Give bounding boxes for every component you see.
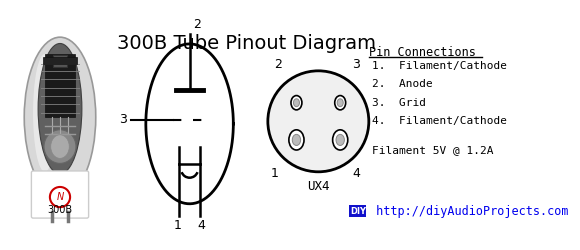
Bar: [43, 57, 77, 64]
Text: http://diyAudioProjects.com: http://diyAudioProjects.com: [369, 205, 568, 218]
Bar: [53, 55, 67, 67]
Ellipse shape: [337, 99, 343, 107]
Text: 3: 3: [352, 58, 360, 70]
Ellipse shape: [38, 44, 82, 174]
Text: 4: 4: [352, 167, 360, 180]
Ellipse shape: [289, 130, 304, 150]
FancyBboxPatch shape: [350, 206, 367, 217]
Text: Pin Connections: Pin Connections: [369, 46, 476, 59]
Text: Filament 5V @ 1.2A: Filament 5V @ 1.2A: [372, 145, 494, 155]
Ellipse shape: [291, 96, 302, 110]
Ellipse shape: [50, 135, 69, 158]
Text: 1: 1: [174, 219, 182, 232]
Ellipse shape: [292, 134, 300, 145]
Text: 300B Tube Pinout Diagram: 300B Tube Pinout Diagram: [117, 34, 376, 53]
Circle shape: [268, 71, 369, 172]
Ellipse shape: [293, 99, 299, 107]
Ellipse shape: [336, 134, 345, 145]
Bar: [45, 54, 75, 117]
Text: 1: 1: [271, 167, 278, 180]
Ellipse shape: [44, 130, 76, 164]
Ellipse shape: [24, 37, 96, 197]
Text: 1.  Filament/Cathode: 1. Filament/Cathode: [372, 61, 507, 71]
Text: 2: 2: [274, 58, 282, 70]
Text: 3: 3: [119, 113, 128, 126]
Text: 2: 2: [193, 18, 201, 31]
FancyBboxPatch shape: [31, 171, 89, 218]
Text: 2.  Anode: 2. Anode: [372, 79, 433, 89]
Text: 4: 4: [197, 219, 205, 232]
Text: 3.  Grid: 3. Grid: [372, 98, 426, 108]
Text: N: N: [56, 192, 64, 202]
Ellipse shape: [33, 54, 57, 172]
Text: UX4: UX4: [307, 180, 329, 194]
Text: 300B: 300B: [48, 205, 72, 215]
Ellipse shape: [335, 96, 346, 110]
Text: 4.  Filament/Cathode: 4. Filament/Cathode: [372, 116, 507, 126]
Text: DIY: DIY: [350, 207, 366, 216]
Ellipse shape: [332, 130, 348, 150]
